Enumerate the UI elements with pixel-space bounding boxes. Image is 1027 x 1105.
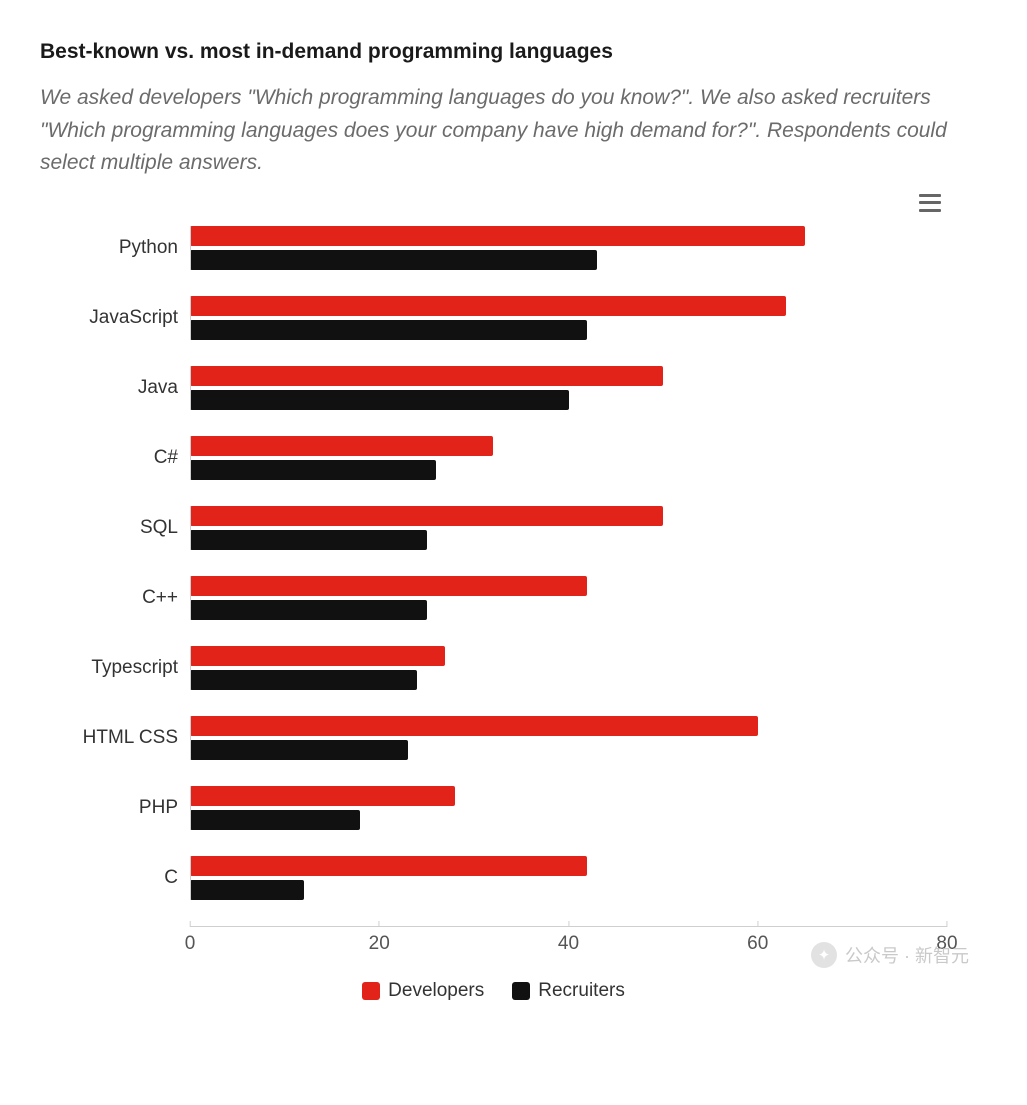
bar: [190, 600, 427, 620]
category-row: Python: [40, 226, 947, 270]
bar-group: [190, 296, 947, 340]
legend-item-recruiters: Recruiters: [512, 980, 625, 1002]
bar: [190, 530, 427, 550]
bar: [190, 460, 436, 480]
bar: [190, 786, 455, 806]
category-label: C: [40, 867, 190, 889]
category-label: C++: [40, 587, 190, 609]
legend-swatch-icon: [362, 982, 380, 1000]
bar: [190, 646, 445, 666]
chart-plot-area: Python JavaScript Java C# SQL C++ Typescript HT…: [40, 216, 987, 1002]
category-row: C++: [40, 576, 947, 620]
bar: [190, 436, 493, 456]
bar-group: [190, 576, 947, 620]
x-axis-tick: 0: [185, 921, 196, 955]
bar: [190, 320, 587, 340]
bar-group: [190, 226, 947, 270]
category-row: PHP: [40, 786, 947, 830]
category-row: Java: [40, 366, 947, 410]
x-axis-tick: 60: [747, 921, 768, 955]
bar-group: [190, 646, 947, 690]
bar-group: [190, 786, 947, 830]
bar: [190, 250, 597, 270]
chart-subtitle: We asked developers "Which programming l…: [40, 82, 987, 180]
bar: [190, 880, 304, 900]
category-row: Typescript: [40, 646, 947, 690]
chart-title: Best-known vs. most in-demand programmin…: [40, 40, 987, 64]
legend-swatch-icon: [512, 982, 530, 1000]
bar: [190, 716, 758, 736]
bar: [190, 296, 786, 316]
category-row: C#: [40, 436, 947, 480]
bar-group: [190, 366, 947, 410]
bar-group: [190, 436, 947, 480]
legend-label: Developers: [388, 980, 484, 1002]
bar: [190, 740, 408, 760]
category-label: HTML CSS: [40, 727, 190, 749]
category-label: SQL: [40, 517, 190, 539]
bar: [190, 366, 663, 386]
bar: [190, 856, 587, 876]
chart-toolbar: [40, 188, 987, 216]
x-axis: 020406080: [40, 926, 947, 966]
category-label: Typescript: [40, 657, 190, 679]
category-label: C#: [40, 447, 190, 469]
chart-menu-icon[interactable]: [919, 194, 941, 212]
bar-group: [190, 716, 947, 760]
category-label: PHP: [40, 797, 190, 819]
category-row: SQL: [40, 506, 947, 550]
category-label: JavaScript: [40, 307, 190, 329]
chart-legend: Developers Recruiters: [40, 980, 947, 1002]
bar: [190, 506, 663, 526]
bar: [190, 390, 569, 410]
chart-container: Best-known vs. most in-demand programmin…: [40, 40, 987, 1002]
bar-group: [190, 856, 947, 900]
category-row: HTML CSS: [40, 716, 947, 760]
bar-group: [190, 506, 947, 550]
legend-item-developers: Developers: [362, 980, 484, 1002]
x-axis-tick: 20: [369, 921, 390, 955]
category-label: Python: [40, 237, 190, 259]
category-row: JavaScript: [40, 296, 947, 340]
x-axis-tick: 40: [558, 921, 579, 955]
legend-label: Recruiters: [538, 980, 625, 1002]
category-row: C: [40, 856, 947, 900]
x-axis-tick: 80: [936, 921, 957, 955]
bar: [190, 810, 360, 830]
bar: [190, 226, 805, 246]
category-label: Java: [40, 377, 190, 399]
bar: [190, 670, 417, 690]
bar: [190, 576, 587, 596]
